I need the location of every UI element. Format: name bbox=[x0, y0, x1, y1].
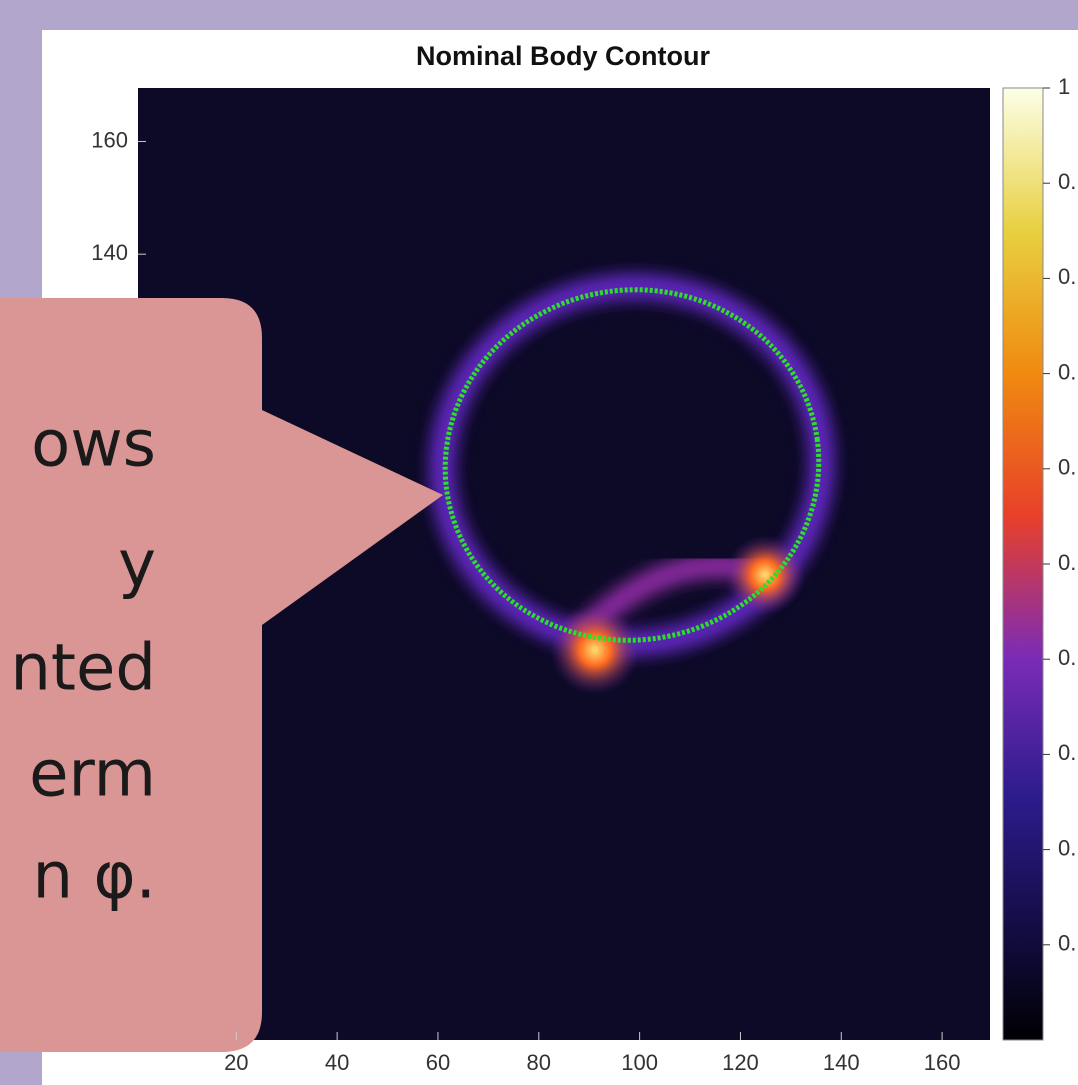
colorbar-tick-label: 0. bbox=[1058, 264, 1076, 289]
colorbar-tick-label: 0. bbox=[1058, 645, 1076, 670]
colorbar-tick-label: 0. bbox=[1058, 931, 1076, 956]
callout-text: y bbox=[118, 528, 156, 602]
callout-text: nted bbox=[10, 632, 156, 706]
colorbar-tick-label: 0. bbox=[1058, 359, 1076, 384]
colorbar bbox=[1002, 87, 1044, 1041]
x-tick-label: 100 bbox=[621, 1050, 658, 1075]
x-tick-label: 40 bbox=[325, 1050, 349, 1075]
colorbar-tick-label: 0. bbox=[1058, 740, 1076, 765]
x-tick-label: 120 bbox=[722, 1050, 759, 1075]
x-tick-label: 80 bbox=[527, 1050, 551, 1075]
x-tick-label: 60 bbox=[426, 1050, 450, 1075]
callout-bubble bbox=[0, 298, 443, 1052]
callout-text: n φ. bbox=[33, 840, 156, 914]
callout: ows y nted erm n φ. bbox=[0, 298, 443, 1052]
chart-title: Nominal Body Contour bbox=[416, 41, 710, 71]
x-tick-label: 140 bbox=[823, 1050, 860, 1075]
x-tick-label: 160 bbox=[924, 1050, 961, 1075]
image-features bbox=[429, 273, 835, 695]
callout-text: ows bbox=[31, 408, 156, 482]
colorbar-tick-label: 0. bbox=[1058, 455, 1076, 480]
callout-text: erm bbox=[29, 738, 156, 812]
y-tick-label: 160 bbox=[91, 127, 128, 152]
x-tick-label: 20 bbox=[224, 1050, 248, 1075]
colorbar-tick-label: 1 bbox=[1058, 74, 1070, 99]
colorbar-tick-label: 0. bbox=[1058, 550, 1076, 575]
colorbar-tick-label: 0. bbox=[1058, 169, 1076, 194]
y-tick-label: 140 bbox=[91, 240, 128, 265]
colorbar-tick-label: 0. bbox=[1058, 835, 1076, 860]
